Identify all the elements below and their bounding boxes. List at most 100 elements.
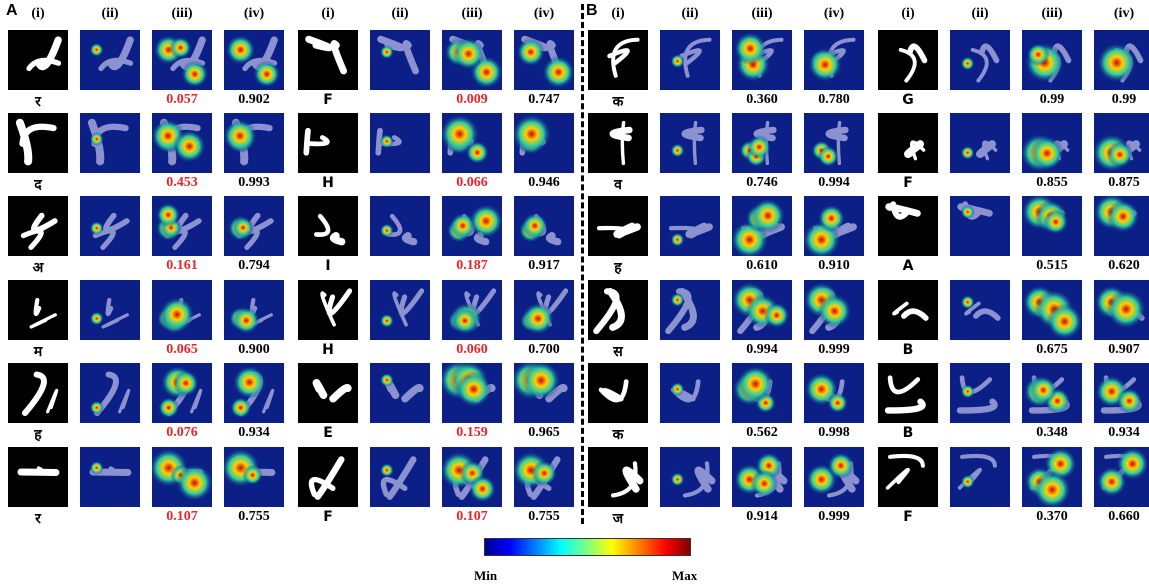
attention-map-ii	[80, 280, 140, 340]
score-iii: 0.107	[166, 509, 198, 524]
class-label: र	[35, 511, 41, 527]
attention-map-iii	[1022, 196, 1082, 256]
attention-map-ii	[370, 113, 430, 173]
input-image	[298, 196, 358, 256]
attention-map-iii	[152, 447, 212, 507]
column-header-4: (iv)	[243, 6, 265, 21]
class-label: F	[323, 509, 333, 525]
score-iv: 0.99	[1111, 92, 1137, 107]
score-iii: 0.065	[166, 342, 198, 357]
attention-map-ii	[660, 447, 720, 507]
attention-map-iii	[1022, 30, 1082, 90]
attention-map-iii	[1022, 113, 1082, 173]
class-label: I	[325, 258, 331, 274]
score-iii: 0.107	[456, 509, 488, 524]
attention-map-ii	[370, 363, 430, 423]
score-iv: 0.999	[818, 342, 850, 357]
score-iv: 0.907	[1108, 342, 1140, 357]
attention-map-iv	[1094, 447, 1149, 507]
attention-map-ii	[370, 447, 430, 507]
score-iv: 0.755	[238, 509, 270, 524]
attention-map-ii	[80, 363, 140, 423]
attention-map-ii	[950, 363, 1010, 423]
class-label: व	[614, 177, 622, 193]
attention-map-ii	[950, 196, 1010, 256]
attention-map-iii	[442, 447, 502, 507]
score-iv: 0.700	[528, 342, 560, 357]
score-iii: 0.187	[456, 258, 488, 273]
column-header-3: (iii)	[461, 6, 483, 21]
attention-map-iii	[152, 30, 212, 90]
attention-map-iv	[224, 113, 284, 173]
score-iii: 0.99	[1039, 92, 1065, 107]
input-image	[588, 447, 648, 507]
class-label: ज	[612, 511, 624, 527]
score-iii: 0.161	[166, 258, 198, 273]
attention-map-iv	[224, 196, 284, 256]
score-iv: 0.900	[238, 342, 270, 357]
colorbar	[484, 538, 691, 556]
column-header-2: (ii)	[101, 6, 119, 21]
attention-map-ii	[660, 196, 720, 256]
attention-map-iii	[732, 363, 792, 423]
input-image	[878, 280, 938, 340]
column-header-3: (iii)	[1041, 6, 1063, 21]
colorbar-max-label: Max	[672, 568, 698, 583]
input-image	[8, 363, 68, 423]
input-image	[298, 280, 358, 340]
input-image	[878, 196, 938, 256]
column-header-4: (iv)	[533, 6, 555, 21]
column-header-3: (iii)	[751, 6, 773, 21]
attention-map-ii	[370, 30, 430, 90]
score-iv: 0.875	[1108, 175, 1140, 190]
input-image	[878, 447, 938, 507]
panel-letter-a: A	[6, 2, 18, 19]
input-image	[8, 447, 68, 507]
score-iv: 0.934	[238, 425, 270, 440]
input-image	[8, 280, 68, 340]
column-header-1: (i)	[901, 6, 915, 21]
score-iv: 0.794	[238, 258, 270, 273]
class-label: H	[322, 175, 334, 191]
attention-map-ii	[950, 280, 1010, 340]
score-iv: 0.965	[528, 425, 560, 440]
attention-map-ii	[950, 113, 1010, 173]
attention-map-iv	[804, 363, 864, 423]
input-image	[8, 30, 68, 90]
score-iv: 0.994	[818, 175, 850, 190]
class-label: H	[322, 342, 334, 358]
attention-map-iii	[152, 196, 212, 256]
input-image	[878, 113, 938, 173]
attention-map-ii	[370, 196, 430, 256]
score-iv: 0.755	[528, 509, 560, 524]
class-label: अ	[32, 260, 44, 276]
attention-map-iv	[1094, 113, 1149, 173]
score-iii: 0.515	[1036, 258, 1068, 273]
input-image	[588, 30, 648, 90]
class-label: द	[34, 177, 42, 193]
score-iii: 0.360	[746, 92, 778, 107]
attention-map-iv	[804, 113, 864, 173]
panel-letter-b: B	[586, 2, 598, 19]
score-iv: 0.946	[528, 175, 560, 190]
class-label: क	[612, 427, 624, 443]
attention-map-ii	[950, 447, 1010, 507]
input-image	[588, 363, 648, 423]
input-image	[298, 447, 358, 507]
score-iv: 0.660	[1108, 509, 1140, 524]
attention-map-ii	[660, 113, 720, 173]
score-iii: 0.009	[456, 92, 488, 107]
attention-map-iii	[442, 30, 502, 90]
class-label: ह	[34, 427, 42, 443]
attention-map-iv	[514, 280, 574, 340]
score-iv: 0.917	[528, 258, 560, 273]
attention-map-iii	[1022, 280, 1082, 340]
attention-map-iii	[152, 113, 212, 173]
attention-map-ii	[950, 30, 1010, 90]
attention-map-iv	[514, 447, 574, 507]
input-image	[878, 363, 938, 423]
attention-map-iii	[732, 196, 792, 256]
class-label: B	[902, 425, 914, 441]
attention-map-iv	[804, 30, 864, 90]
input-image	[298, 363, 358, 423]
